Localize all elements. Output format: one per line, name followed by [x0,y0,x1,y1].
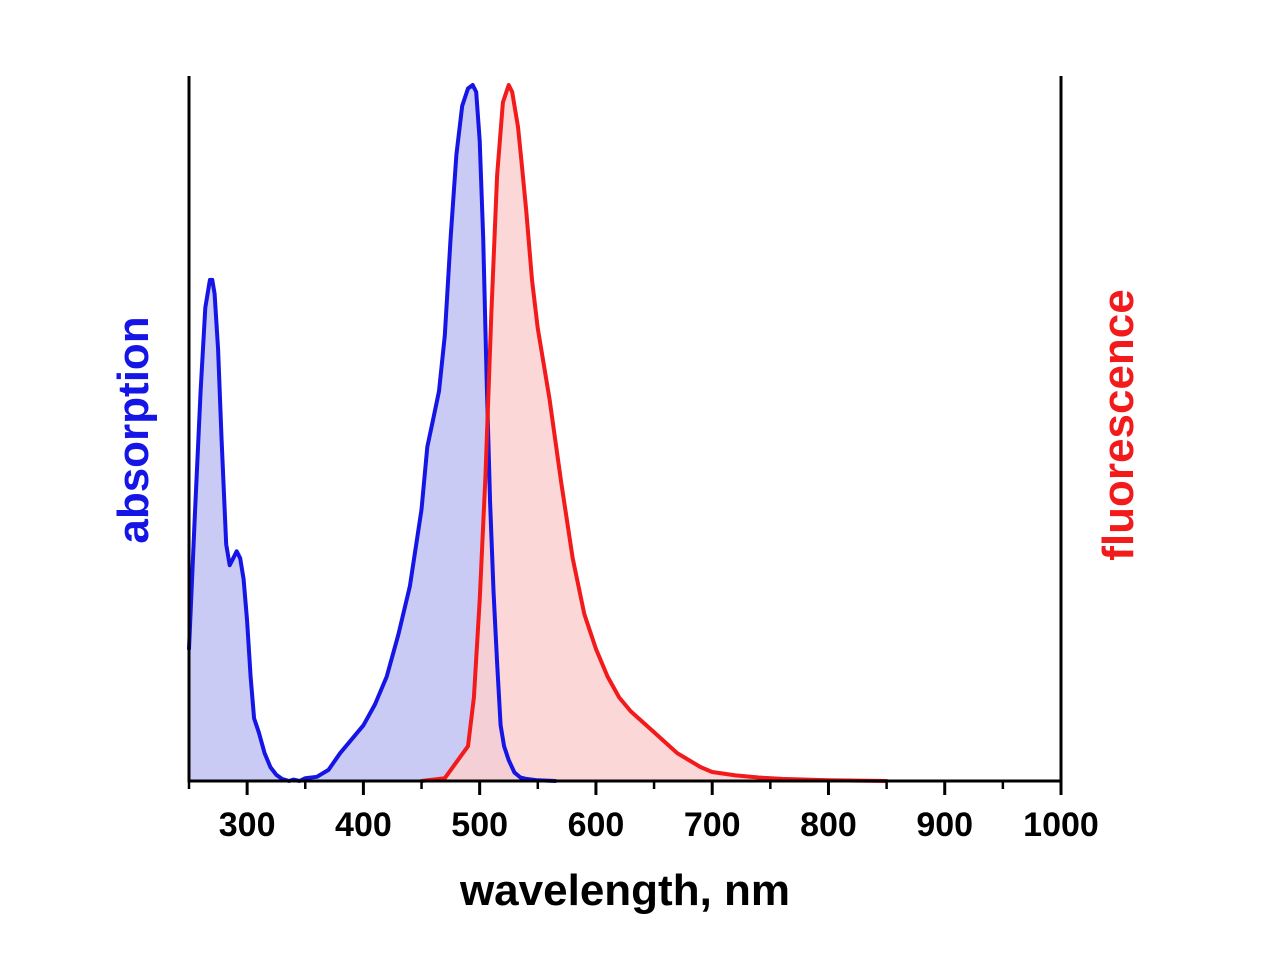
absorption-line [187,83,558,783]
x-tick-label: 600 [568,806,625,844]
x-tick-label: 300 [219,806,276,844]
axes-layer [187,76,1063,783]
x-tick-label: 500 [451,806,508,844]
absorption-area [189,85,556,781]
fluorescence-line [419,83,889,783]
x-axis-title: wavelength, nm [459,866,790,915]
y-axis-title-absorption: absorption [109,316,158,543]
y-axis-title-fluorescence: fluorescence [1094,289,1143,560]
x-tick-label: 700 [684,806,741,844]
x-tick-label: 400 [335,806,392,844]
x-ticks: 300 400 500 600 700 800 900 1000 [187,781,1099,844]
x-tick-label: 1000 [1023,806,1099,844]
x-tick-label: 800 [800,806,857,844]
series-layer [187,83,889,783]
x-tick-label: 900 [916,806,973,844]
fluorescence-area [421,85,887,781]
